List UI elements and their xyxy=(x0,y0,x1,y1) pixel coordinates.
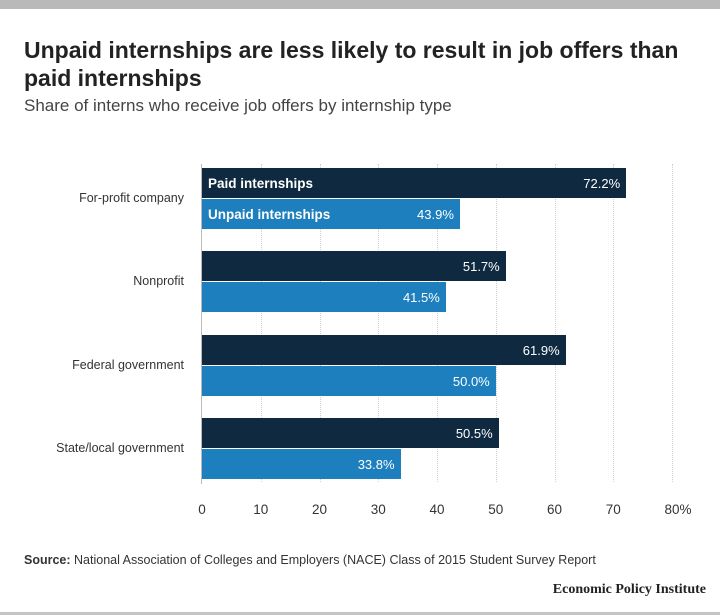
gridline xyxy=(672,164,673,482)
category-label: State/local government xyxy=(56,441,184,455)
legend-paid: Paid internships xyxy=(208,175,314,191)
legend-unpaid: Unpaid internships xyxy=(208,206,331,222)
value-label: 33.8% xyxy=(357,456,395,472)
x-tick-label: 20 xyxy=(311,502,328,517)
gridline xyxy=(437,164,438,482)
value-label: 61.9% xyxy=(522,342,560,358)
source-note: Source: National Association of Colleges… xyxy=(24,553,596,567)
x-tick-label: 70 xyxy=(605,502,621,517)
x-tick-label: 80% xyxy=(664,502,692,517)
chart-title: Unpaid internships are less likely to re… xyxy=(24,37,679,91)
unpaid-bar: 41.5% xyxy=(202,282,446,312)
brand-credit: Economic Policy Institute xyxy=(552,582,706,597)
source-label: Source: xyxy=(24,553,71,567)
gridline xyxy=(554,164,556,482)
bottom-border xyxy=(0,612,720,615)
value-label: 43.9% xyxy=(417,206,454,222)
unpaid-bar: 33.8% xyxy=(202,449,401,479)
gridline xyxy=(613,164,615,482)
x-tick-label: 50 xyxy=(488,502,504,517)
paid-bar: 51.7% xyxy=(202,251,506,281)
paid-bar: 50.5% xyxy=(202,418,499,448)
paid-bar: 61.9% xyxy=(202,335,566,365)
category-label: Nonprofit xyxy=(133,274,184,288)
top-border xyxy=(0,0,720,9)
value-label: 41.5% xyxy=(402,289,440,305)
gridline xyxy=(319,164,321,482)
x-tick-label: 30 xyxy=(370,502,386,517)
x-tick-label: 10 xyxy=(253,502,269,517)
value-label: 50.5% xyxy=(455,425,493,441)
unpaid-bar: Unpaid internships 43.9% xyxy=(202,199,460,229)
value-label: 72.2% xyxy=(583,175,621,191)
x-tick-label: 40 xyxy=(429,502,445,517)
gridline xyxy=(378,164,380,482)
gridline xyxy=(495,164,497,482)
value-label: 50.0% xyxy=(452,373,490,389)
category-label: For-profit company xyxy=(79,191,184,205)
category-label: Federal government xyxy=(72,358,184,372)
chart-subtitle: Share of interns who receive job offers … xyxy=(24,96,452,115)
unpaid-bar: 50.0% xyxy=(202,366,496,396)
source-text: National Association of Colleges and Emp… xyxy=(70,553,596,567)
paid-bar: Paid internships 72.2% xyxy=(202,168,627,198)
x-tick-label: 60 xyxy=(546,502,563,517)
x-tick-label: 0 xyxy=(198,502,206,517)
value-label: 51.7% xyxy=(462,258,500,274)
gridline xyxy=(260,164,262,482)
y-axis-line xyxy=(201,164,202,484)
